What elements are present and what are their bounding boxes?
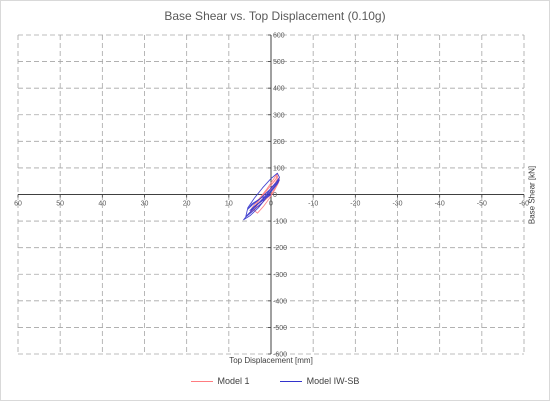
legend-item-model-1: Model 1 [190, 376, 250, 386]
y-tick-label: -100 [273, 219, 287, 226]
x-tick-label: 0 [269, 201, 273, 208]
y-tick-label: -200 [273, 245, 287, 252]
y-tick-label: 200 [273, 139, 285, 146]
y-axis-label: Base Shear [kN] [527, 165, 537, 225]
legend-swatch-model-1 [190, 380, 213, 382]
x-tick-label: 60 [14, 201, 22, 208]
x-axis-label: Top Displacement [mm] [229, 356, 313, 365]
x-tick-label: -30 [392, 201, 402, 208]
y-tick-label: -300 [273, 272, 287, 279]
series-layer [243, 172, 280, 221]
x-tick-label: 50 [56, 201, 64, 208]
x-tick-label: -60 [519, 201, 529, 208]
legend-label-model-1: Model 1 [217, 376, 250, 386]
chart-title: Base Shear vs. Top Displacement (0.10g) [164, 9, 386, 23]
x-tick-label: 40 [98, 201, 106, 208]
y-tick-label: -500 [273, 325, 287, 332]
y-tick-label: 0 [273, 192, 277, 199]
y-tick-label: 500 [273, 59, 285, 66]
tick-layer: 60 50 40 30 20 10 0 -10 -20 -30 -40 -50 -60600500400… [14, 33, 529, 359]
x-tick-label: -20 [350, 201, 360, 208]
legend-item-model-iw-sb: Model IW-SB [279, 376, 360, 386]
x-tick-label: 20 [183, 201, 191, 208]
x-tick-label: 30 [141, 201, 149, 208]
legend: Model 1 Model IW-SB [0, 376, 550, 386]
legend-label-model-iw-sb: Model IW-SB [306, 376, 360, 386]
x-tick-label: -10 [308, 201, 318, 208]
x-tick-label: 10 [225, 201, 233, 208]
x-tick-label: -50 [477, 201, 487, 208]
legend-swatch-model-iw-sb [279, 380, 302, 382]
y-tick-label: -400 [273, 298, 287, 305]
y-tick-label: 300 [273, 112, 285, 119]
y-tick-label: 600 [273, 33, 285, 40]
series-line-model-iw-sb [243, 172, 280, 221]
series-line-model-1 [249, 172, 280, 214]
y-tick-label: -600 [273, 352, 287, 359]
y-tick-label: 100 [273, 165, 285, 172]
y-tick-label: 400 [273, 86, 285, 93]
x-tick-label: -40 [435, 201, 445, 208]
